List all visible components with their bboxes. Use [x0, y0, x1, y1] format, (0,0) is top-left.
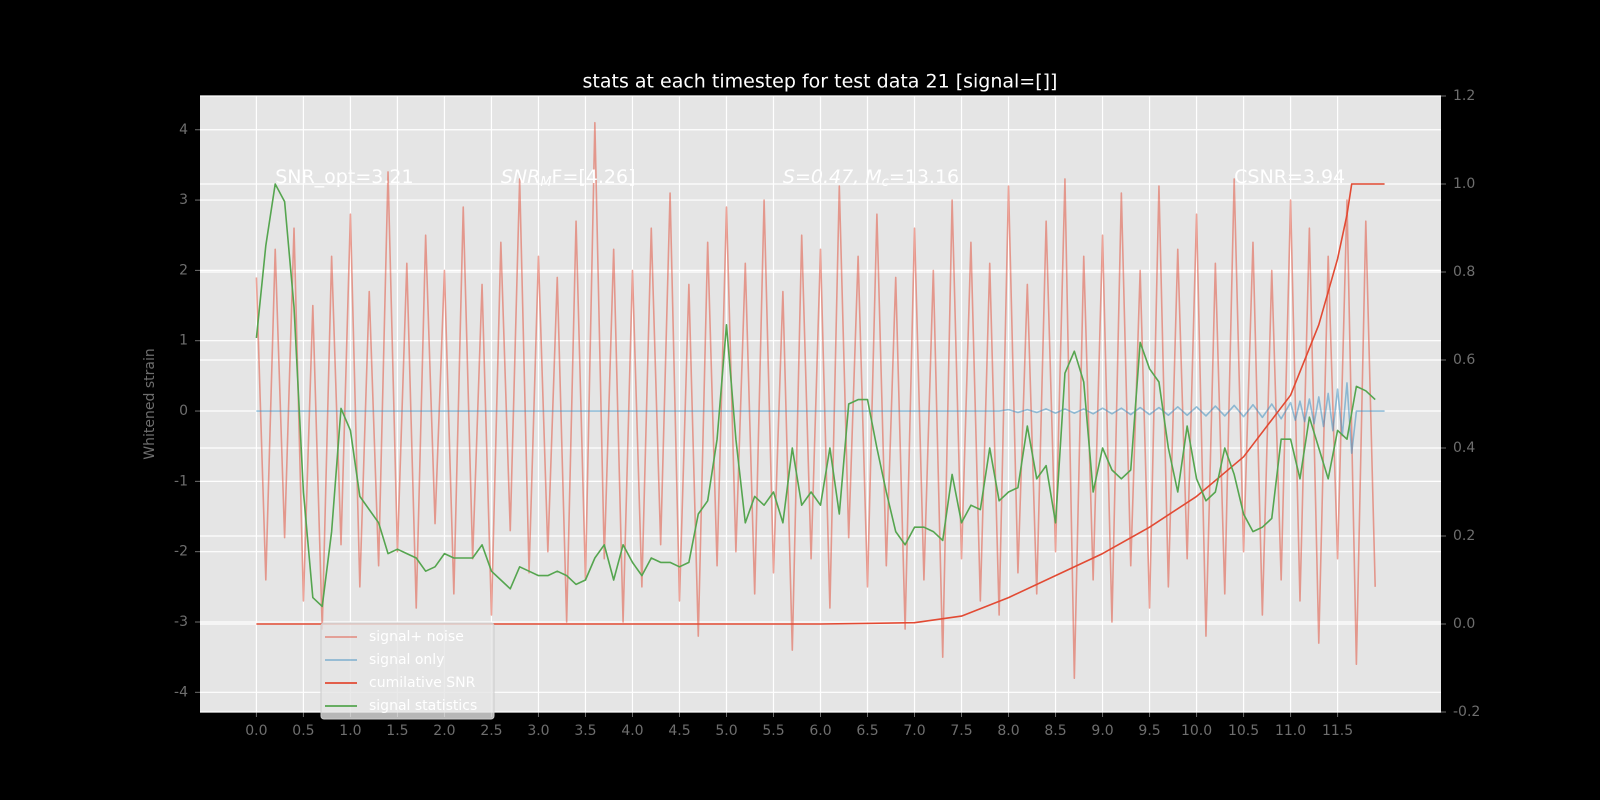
x-tick-label: 5.0 [715, 723, 737, 739]
y2-tick-label: 0.8 [1453, 264, 1475, 280]
legend-label: signal only [369, 652, 444, 668]
annotation: SNRMF=[4.26] [501, 165, 636, 189]
y2-tick-label: 1.0 [1453, 176, 1475, 192]
y-tick-label: 1 [179, 333, 188, 349]
annotation: CSNR=3.94 [1234, 165, 1345, 187]
annotation-text: S=0.47, M [783, 165, 882, 187]
y-tick-label: 0 [179, 403, 188, 419]
annotation-subscript: M [540, 174, 551, 189]
x-tick-label: 4.0 [621, 723, 643, 739]
series-line [256, 183, 1385, 625]
annotation-text: SNR [501, 165, 540, 187]
y-tick-label: 2 [179, 262, 188, 278]
x-tick-label: 3.5 [574, 723, 596, 739]
annotation: SNR_opt=3.21 [275, 165, 413, 187]
x-tick-label: 5.5 [762, 723, 784, 739]
x-tick-label: 6.5 [856, 723, 878, 739]
x-tick-label: 3.0 [527, 723, 549, 739]
y2-tick-label: 0.4 [1453, 440, 1475, 456]
x-tick-label: 2.5 [480, 723, 502, 739]
y-tick-label: 4 [179, 122, 188, 138]
y2-tick-label: 0.2 [1453, 528, 1475, 544]
series-line [255, 183, 1376, 608]
y-tick-label: -4 [174, 684, 188, 700]
annotation-subscript: c [882, 174, 889, 189]
x-tick-label: 10.5 [1228, 723, 1259, 739]
x-tick-label: 0.0 [245, 723, 267, 739]
x-tick-label: 4.5 [668, 723, 690, 739]
x-tick-label: 0.5 [292, 723, 314, 739]
annotation-text: SNR_opt=3.21 [275, 165, 413, 187]
y-tick-label: -1 [174, 473, 188, 489]
x-tick-label: 9.0 [1091, 723, 1113, 739]
y-tick-label: -2 [174, 544, 188, 560]
x-tick-label: 2.0 [433, 723, 455, 739]
x-tick-label: 11.5 [1322, 723, 1353, 739]
legend-label: signal statistics [369, 698, 477, 714]
y2-tick-label: 0.6 [1453, 352, 1475, 368]
y-tick-label: -3 [174, 614, 188, 630]
x-tick-label: 8.0 [997, 723, 1019, 739]
legend-box [320, 622, 495, 720]
y2-tick-label: -0.2 [1453, 704, 1480, 720]
x-tick-label: 1.0 [339, 723, 361, 739]
legend-label: cumilative SNR [369, 675, 476, 691]
x-tick-label: 11.0 [1275, 723, 1306, 739]
y-axis-label: Whitened strain [142, 348, 158, 459]
y2-tick-label: 0.0 [1453, 616, 1475, 632]
x-tick-label: 9.5 [1138, 723, 1160, 739]
annotation-tail: F=[4.26] [552, 165, 636, 187]
x-tick-label: 1.5 [386, 723, 408, 739]
y2-tick-label: 1.2 [1453, 88, 1475, 104]
chart-title: stats at each timestep for test data 21 … [583, 71, 1058, 93]
x-tick-label: 6.0 [809, 723, 831, 739]
y-tick-label: 3 [179, 192, 188, 208]
x-tick-label: 7.5 [950, 723, 972, 739]
annotation-text: CSNR=3.94 [1234, 165, 1345, 187]
legend-label: signal+ noise [369, 629, 464, 645]
annotation: S=0.47, Mc=13.16 [783, 165, 959, 189]
x-tick-label: 10.0 [1181, 723, 1212, 739]
x-tick-label: 7.0 [903, 723, 925, 739]
annotation-tail: =13.16 [889, 165, 959, 187]
x-tick-label: 8.5 [1044, 723, 1066, 739]
